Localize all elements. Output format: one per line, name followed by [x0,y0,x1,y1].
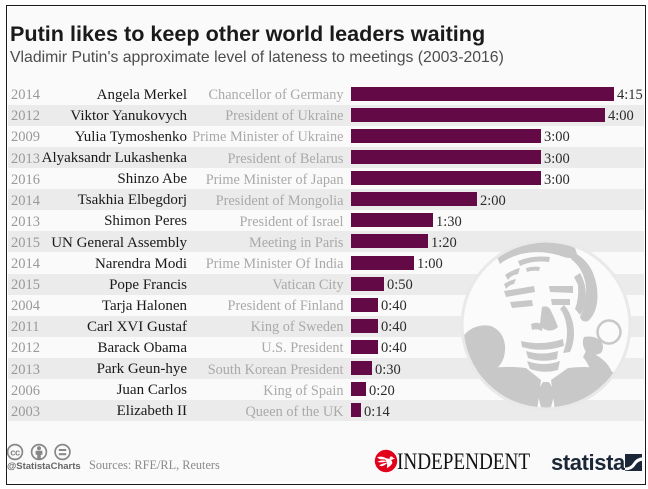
svg-text:cc: cc [10,447,20,458]
